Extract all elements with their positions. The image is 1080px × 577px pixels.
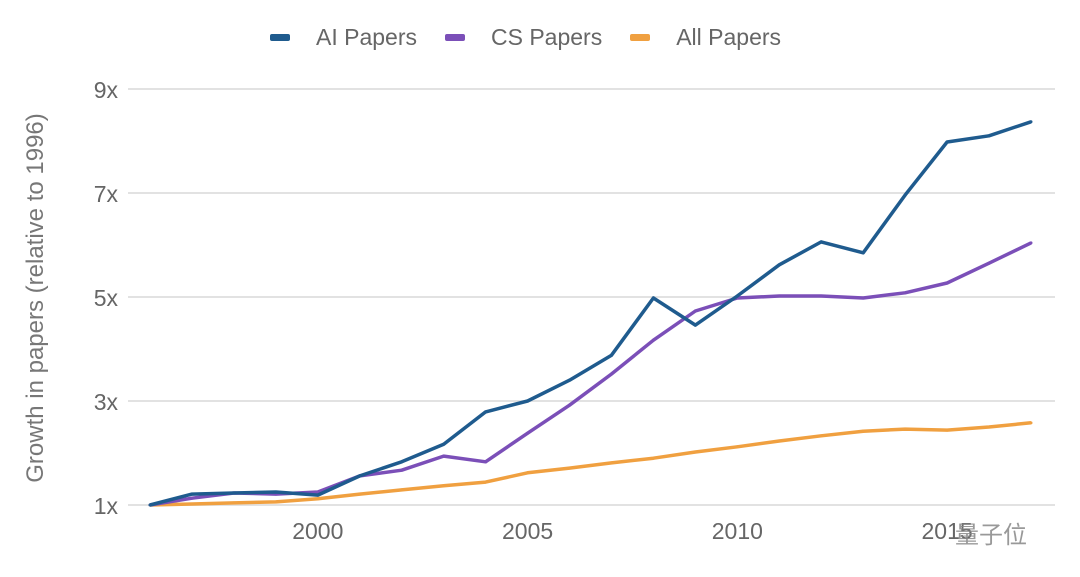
data-point (903, 193, 907, 197)
y-tick-label: 5x (94, 285, 119, 311)
data-point (651, 338, 655, 342)
data-point (526, 471, 530, 475)
legend-label-cs: CS Papers (491, 24, 603, 50)
data-point (987, 261, 991, 265)
data-point (987, 134, 991, 138)
data-point (777, 263, 781, 267)
data-point (484, 410, 488, 414)
data-point (819, 434, 823, 438)
y-tick-label: 7x (94, 181, 119, 207)
data-point (400, 488, 404, 492)
y-tick-label: 1x (94, 493, 119, 519)
data-point (651, 456, 655, 460)
legend-item-cs-papers[interactable]: CS Papers (445, 24, 602, 51)
data-point (148, 503, 152, 507)
data-point (1029, 241, 1033, 245)
legend-swatch-ai (270, 34, 290, 41)
data-point (190, 492, 194, 496)
data-point (861, 296, 865, 300)
data-point (777, 294, 781, 298)
legend-label-ai: AI Papers (316, 24, 417, 50)
data-point (861, 429, 865, 433)
data-point (190, 496, 194, 500)
watermark-logo: 量子位 (955, 522, 1027, 549)
data-point (358, 492, 362, 496)
gridlines (128, 88, 1055, 506)
data-point (819, 240, 823, 244)
legend-item-ai-papers[interactable]: AI Papers (270, 24, 417, 51)
data-point (987, 425, 991, 429)
x-tick-label: 2010 (712, 518, 763, 544)
data-point (274, 490, 278, 494)
x-tick-label: 2015 (922, 518, 973, 544)
y-axis-label: Growth in papers (relative to 1996) (22, 113, 49, 483)
data-point (274, 500, 278, 504)
data-point (651, 296, 655, 300)
data-point (568, 403, 572, 407)
data-point (484, 460, 488, 464)
y-tick-label: 3x (94, 389, 119, 415)
data-point (609, 461, 613, 465)
legend-item-all-papers[interactable]: All Papers (630, 24, 781, 51)
data-point (735, 294, 739, 298)
data-point (400, 468, 404, 472)
data-point (232, 491, 236, 495)
y-tick-label: 9x (94, 77, 119, 103)
data-point (903, 427, 907, 431)
series-lines (148, 120, 1033, 507)
x-tick-label: 2000 (292, 518, 343, 544)
x-axis-ticks: 2000 2005 2010 2015 (292, 518, 972, 544)
data-point (693, 309, 697, 313)
data-point (568, 378, 572, 382)
data-point (945, 140, 949, 144)
data-point (693, 323, 697, 327)
data-point (400, 460, 404, 464)
data-point (190, 502, 194, 506)
series-line-ai-papers (149, 120, 1032, 507)
data-point (232, 501, 236, 505)
legend-swatch-all (630, 34, 651, 41)
data-point (442, 442, 446, 446)
data-point (819, 294, 823, 298)
data-point (861, 251, 865, 255)
data-point (526, 399, 530, 403)
data-point (484, 480, 488, 484)
data-point (442, 454, 446, 458)
series-line-all-papers (149, 421, 1032, 507)
data-point (1029, 421, 1033, 425)
legend-label-all: All Papers (676, 24, 782, 50)
data-point (568, 466, 572, 470)
data-point (735, 445, 739, 449)
data-point (442, 484, 446, 488)
data-point (693, 450, 697, 454)
data-point (945, 281, 949, 285)
data-point (609, 372, 613, 376)
legend: AI Papers CS Papers All Papers (270, 24, 809, 51)
data-point (903, 291, 907, 295)
data-point (945, 428, 949, 432)
data-point (358, 474, 362, 478)
data-point (609, 353, 613, 357)
data-point (777, 439, 781, 443)
legend-swatch-cs (445, 34, 465, 41)
data-point (1029, 120, 1033, 124)
data-point (526, 431, 530, 435)
data-point (316, 497, 320, 501)
x-tick-label: 2005 (502, 518, 553, 544)
y-axis-ticks: 1x 3x 5x 7x 9x (94, 77, 119, 519)
data-point (316, 490, 320, 494)
data-point (316, 493, 320, 497)
